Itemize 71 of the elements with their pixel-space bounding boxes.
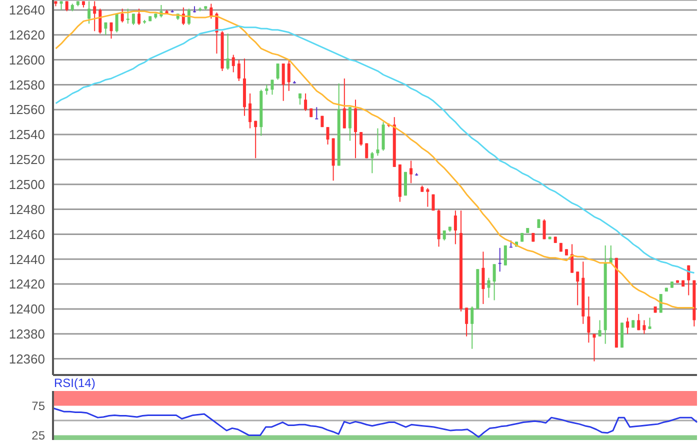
chart-title: RSI(14) <box>54 376 96 391</box>
candlestick <box>376 128 380 156</box>
candlestick <box>93 0 96 32</box>
candlestick <box>487 277 490 298</box>
candlestick <box>587 296 590 344</box>
y-tick-label: 25 <box>32 428 46 441</box>
candlestick <box>232 54 235 73</box>
candlestick <box>687 264 690 296</box>
candlestick <box>282 63 285 102</box>
candlestick <box>626 317 630 334</box>
candlestick <box>287 59 290 92</box>
y-tick-label: 12500 <box>8 177 45 192</box>
candlestick <box>126 8 130 24</box>
y-tick-label: 12480 <box>8 202 45 217</box>
candlestick <box>137 8 140 26</box>
y-tick-label: 12580 <box>8 77 45 92</box>
y-tick-label: 12600 <box>8 52 45 68</box>
y-tick-label: 12520 <box>8 152 45 168</box>
candlestick <box>570 244 574 274</box>
candlestick <box>226 33 230 70</box>
candlestick <box>542 218 546 240</box>
y-tick-label: 12540 <box>8 127 45 142</box>
y-tick-label: 12620 <box>8 28 45 42</box>
candlestick <box>648 317 652 330</box>
y-tick-label: 75 <box>32 399 46 414</box>
candlestick <box>470 306 474 350</box>
line-series <box>52 407 698 438</box>
y-tick-label: 12640 <box>8 2 45 18</box>
y-tick-label: 12440 <box>8 252 45 267</box>
candlestick <box>370 151 374 174</box>
candlestick <box>360 132 363 146</box>
candlestick <box>642 320 646 334</box>
y-tick-label: 12460 <box>8 226 45 242</box>
candlestick <box>426 188 430 208</box>
candlestick <box>598 320 602 337</box>
candlestick <box>482 251 485 304</box>
candlestick <box>326 126 330 146</box>
candlestick <box>315 106 318 120</box>
y-tick-label: 12360 <box>8 351 45 366</box>
candlestick <box>342 78 346 129</box>
candlestick <box>348 106 352 142</box>
candlestick <box>254 120 258 159</box>
candlestick <box>120 8 124 23</box>
y-tick-label: 12400 <box>8 302 45 317</box>
candlestick <box>504 244 507 266</box>
candlestick <box>592 333 596 362</box>
candlestick <box>132 13 135 26</box>
y-tick-label: 12380 <box>8 326 45 342</box>
candlestick <box>88 0 91 24</box>
y-tick-label: 12560 <box>8 102 45 118</box>
candlestick <box>270 79 274 96</box>
candlestick <box>65 0 68 12</box>
candlestick <box>104 22 108 36</box>
candlestick <box>465 307 468 337</box>
candlestick <box>354 99 358 159</box>
y-tick-label: 12420 <box>8 276 45 292</box>
candlestick <box>576 271 580 306</box>
candlestick <box>454 210 457 245</box>
candlestick <box>237 59 240 82</box>
candlestick <box>492 264 496 301</box>
candlestick <box>498 247 502 272</box>
candlestick <box>637 313 640 331</box>
candlestick <box>276 63 280 80</box>
candlestick <box>248 92 252 129</box>
candlestick <box>265 84 268 96</box>
candlestick <box>210 3 213 20</box>
candlestick <box>410 160 413 184</box>
candlestick <box>98 8 102 34</box>
candlestick <box>115 13 118 33</box>
candlestick <box>110 22 113 40</box>
candlestick <box>304 92 308 112</box>
